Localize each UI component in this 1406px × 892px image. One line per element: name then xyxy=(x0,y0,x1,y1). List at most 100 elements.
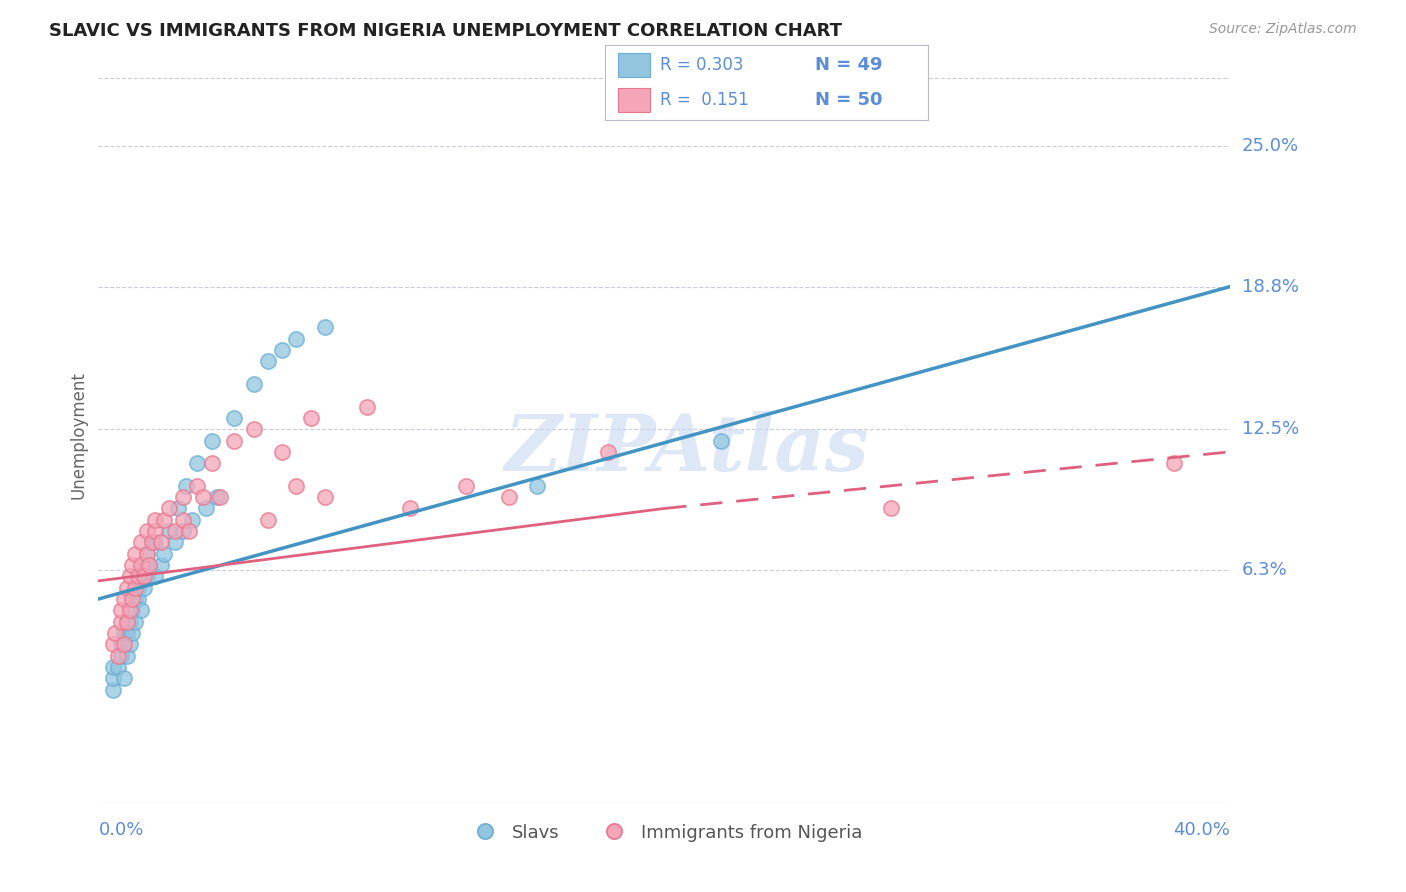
Point xyxy=(118,615,141,629)
Point xyxy=(110,637,132,651)
Point xyxy=(127,592,149,607)
Point xyxy=(186,456,208,470)
Point xyxy=(135,569,157,583)
Point xyxy=(149,558,172,572)
Point xyxy=(207,490,229,504)
Point xyxy=(132,581,155,595)
Point xyxy=(107,648,129,663)
Text: N = 50: N = 50 xyxy=(815,91,883,109)
Text: R =  0.151: R = 0.151 xyxy=(659,91,748,109)
Point xyxy=(209,490,232,504)
Point xyxy=(271,445,294,459)
Point xyxy=(149,535,172,549)
Point xyxy=(135,524,157,538)
Point xyxy=(101,660,124,674)
Text: R = 0.303: R = 0.303 xyxy=(659,56,742,74)
Point xyxy=(172,490,194,504)
Point xyxy=(129,535,152,549)
Text: SLAVIC VS IMMIGRANTS FROM NIGERIA UNEMPLOYMENT CORRELATION CHART: SLAVIC VS IMMIGRANTS FROM NIGERIA UNEMPL… xyxy=(49,22,842,40)
Point xyxy=(285,332,308,346)
Bar xyxy=(617,87,650,112)
Point xyxy=(498,490,520,504)
Point xyxy=(526,479,548,493)
Point xyxy=(127,581,149,595)
Text: 0.0%: 0.0% xyxy=(98,821,143,838)
Point xyxy=(129,603,152,617)
Point xyxy=(243,422,266,436)
Point xyxy=(124,615,146,629)
Point xyxy=(112,626,135,640)
Point xyxy=(186,479,208,493)
Point xyxy=(101,682,124,697)
Point xyxy=(152,513,174,527)
Point xyxy=(201,456,224,470)
Point xyxy=(112,592,135,607)
Point xyxy=(112,637,135,651)
Point xyxy=(257,513,280,527)
Point xyxy=(115,615,138,629)
Point xyxy=(138,558,160,572)
Point xyxy=(110,648,132,663)
Point xyxy=(201,434,224,448)
Point xyxy=(166,501,188,516)
Text: 12.5%: 12.5% xyxy=(1241,420,1299,438)
Point xyxy=(314,320,336,334)
Point xyxy=(132,569,155,583)
Point xyxy=(132,558,155,572)
Point xyxy=(191,490,214,504)
Point xyxy=(115,626,138,640)
Point xyxy=(115,581,138,595)
Point xyxy=(118,637,141,651)
Point xyxy=(224,410,246,425)
Text: 25.0%: 25.0% xyxy=(1241,137,1299,155)
Point xyxy=(143,524,166,538)
Point xyxy=(180,513,202,527)
Bar xyxy=(617,53,650,78)
Point xyxy=(129,569,152,583)
Point xyxy=(124,547,146,561)
Text: 40.0%: 40.0% xyxy=(1174,821,1230,838)
Point xyxy=(152,547,174,561)
Point xyxy=(121,592,143,607)
Point xyxy=(271,343,294,357)
Point xyxy=(356,400,378,414)
Point xyxy=(101,671,124,685)
Point xyxy=(880,501,903,516)
Point xyxy=(194,501,217,516)
Point xyxy=(143,535,166,549)
Point xyxy=(110,615,132,629)
Legend: Slavs, Immigrants from Nigeria: Slavs, Immigrants from Nigeria xyxy=(460,816,869,849)
Point xyxy=(141,535,163,549)
Text: 6.3%: 6.3% xyxy=(1241,560,1288,579)
Point xyxy=(138,558,160,572)
Point xyxy=(157,524,180,538)
Point xyxy=(107,660,129,674)
Point xyxy=(115,648,138,663)
Point xyxy=(177,524,200,538)
Point xyxy=(285,479,308,493)
Point xyxy=(143,569,166,583)
Text: ZIPAtlas: ZIPAtlas xyxy=(505,411,869,488)
Point xyxy=(112,671,135,685)
Point xyxy=(124,581,146,595)
Point xyxy=(299,410,322,425)
Point xyxy=(110,603,132,617)
Point xyxy=(104,626,127,640)
Point xyxy=(121,558,143,572)
Point xyxy=(157,501,180,516)
Text: Source: ZipAtlas.com: Source: ZipAtlas.com xyxy=(1209,22,1357,37)
Point xyxy=(129,558,152,572)
Point xyxy=(135,547,157,561)
Point xyxy=(101,637,124,651)
Point xyxy=(163,524,186,538)
Point xyxy=(118,569,141,583)
Point xyxy=(224,434,246,448)
Point xyxy=(1163,456,1185,470)
Point xyxy=(257,354,280,368)
Point xyxy=(124,592,146,607)
Point xyxy=(314,490,336,504)
Point xyxy=(398,501,420,516)
Point xyxy=(172,524,194,538)
Point xyxy=(127,569,149,583)
Point xyxy=(141,535,163,549)
